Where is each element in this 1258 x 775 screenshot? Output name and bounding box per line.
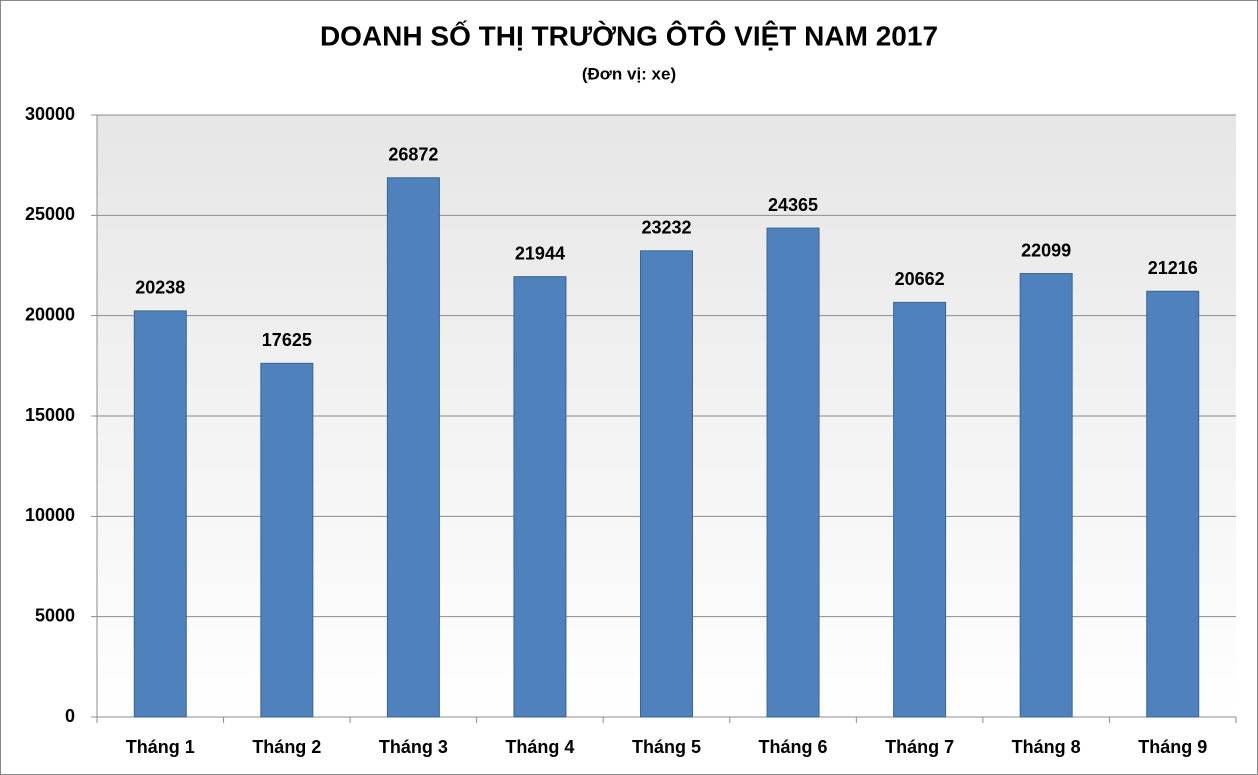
x-tick-label: Tháng 7 [885, 737, 954, 757]
chart-subtitle: (Đơn vị: xe) [582, 64, 676, 83]
data-label: 24365 [768, 195, 818, 215]
y-tick-label: 30000 [25, 104, 75, 124]
data-label: 21216 [1148, 258, 1198, 278]
x-tick-label: Tháng 3 [379, 737, 448, 757]
bar [1019, 273, 1073, 718]
x-tick-label: Tháng 4 [505, 737, 574, 757]
data-label: 17625 [262, 330, 312, 350]
y-tick-label: 25000 [25, 204, 75, 224]
x-tick-label: Tháng 2 [252, 737, 321, 757]
bar [133, 310, 187, 718]
data-label: 23232 [641, 218, 691, 238]
x-tick-label: Tháng 1 [126, 737, 195, 757]
data-label: 20662 [895, 269, 945, 289]
bar [1146, 290, 1200, 718]
bar [386, 177, 440, 718]
y-tick-label: 5000 [35, 605, 75, 625]
data-label: 20238 [135, 278, 185, 298]
x-tick-label: Tháng 5 [632, 737, 701, 757]
bar [513, 276, 567, 718]
y-tick-label: 10000 [25, 505, 75, 525]
y-tick-label: 0 [65, 706, 75, 726]
data-label: 21944 [515, 243, 565, 263]
x-tick-label: Tháng 9 [1138, 737, 1207, 757]
chart-title: DOANH SỐ THỊ TRƯỜNG ÔTÔ VIỆT NAM 2017 [320, 19, 938, 51]
data-label: 26872 [388, 145, 438, 165]
bar [893, 301, 947, 718]
y-tick-label: 20000 [25, 304, 75, 324]
x-tick-label: Tháng 6 [759, 737, 828, 757]
bar [766, 227, 820, 718]
bar [640, 250, 693, 718]
x-tick-label: Tháng 8 [1012, 737, 1081, 757]
data-label: 22099 [1021, 240, 1071, 260]
bar [260, 362, 314, 718]
y-tick-label: 15000 [25, 405, 75, 425]
